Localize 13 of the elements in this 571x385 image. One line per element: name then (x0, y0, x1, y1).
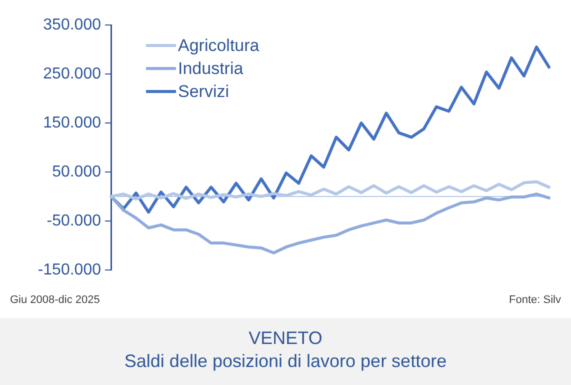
y-tick-label: 350.000 (43, 16, 102, 34)
legend-label: Agricoltura (178, 35, 260, 57)
y-tick-label: -50.000 (46, 212, 102, 230)
text: VENETO (248, 328, 324, 349)
text: Giu 2008-dic 2025 (10, 294, 100, 306)
y-tick-label: 50.000 (52, 163, 102, 180)
legend-label: Industria (178, 58, 244, 80)
legend-label: Servizi (178, 81, 230, 103)
y-tick-label: -150.000 (38, 261, 102, 278)
source-note: Fonte: Silv (509, 294, 561, 306)
text: Saldi delle posizioni di lavoro per settore (123, 351, 448, 372)
y-tick-label: 150.000 (43, 114, 102, 132)
y-tick-label: 250.000 (43, 65, 102, 82)
